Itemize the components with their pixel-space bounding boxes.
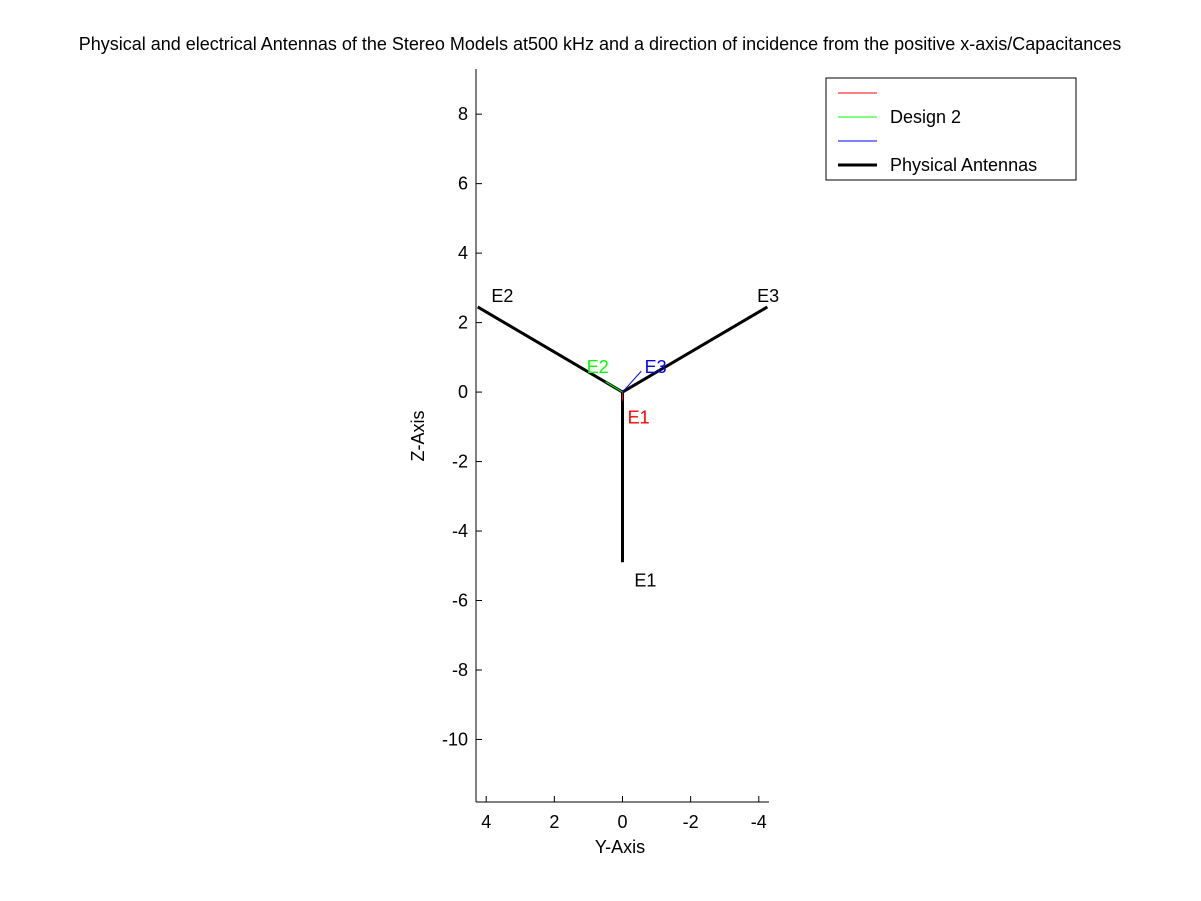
axes: 4 2 0 -2 -4 8 6 4 2 0 -2 -4 -6 -8 -10 <box>442 69 769 832</box>
antenna-label-e1: E1 <box>634 571 656 591</box>
x-tick-label: 4 <box>481 812 491 832</box>
series-2-segment-e2 <box>605 381 623 393</box>
y-tick-label: 4 <box>458 243 468 263</box>
y-tick-label: 6 <box>458 174 468 194</box>
series-0-segment-e3 <box>621 305 769 394</box>
y-tick-label: -4 <box>452 521 468 541</box>
y-tick-label: -6 <box>452 591 468 611</box>
series-3-segment-e3 <box>622 370 642 393</box>
series-0-segment-e2 <box>476 305 624 394</box>
y-tick-label: -10 <box>442 729 468 749</box>
antenna-label-e2: E2 <box>587 357 609 377</box>
legend-box <box>825 77 1077 181</box>
y-tick-label: 2 <box>458 313 468 333</box>
y-tick-label: 0 <box>458 382 468 402</box>
legend-entry-label: Physical Antennas <box>890 155 1037 175</box>
annotation-layer: E1 E2 E3 E1 E2 E3 <box>491 286 779 591</box>
chart-title: Physical and electrical Antennas of the … <box>79 34 1122 54</box>
antenna-label-e2: E2 <box>491 286 513 306</box>
x-axis-label: Y-Axis <box>595 837 645 857</box>
x-tick-label: -4 <box>751 812 767 832</box>
antenna-label-e1: E1 <box>628 407 650 427</box>
x-tick-label: -2 <box>683 812 699 832</box>
antenna-label-e3: E3 <box>757 286 779 306</box>
y-tick-label: -2 <box>452 452 468 472</box>
y-tick-label: -8 <box>452 660 468 680</box>
legend-entry-label: Design 2 <box>890 107 961 127</box>
x-tick-label: 2 <box>549 812 559 832</box>
y-axis-label: Z-Axis <box>408 411 428 462</box>
y-tick-label: 8 <box>458 104 468 124</box>
series-layer <box>476 305 769 563</box>
antenna-label-e3: E3 <box>645 357 667 377</box>
x-tick-label: 0 <box>617 812 627 832</box>
legend: Design 2 Physical Antennas <box>825 77 1077 181</box>
